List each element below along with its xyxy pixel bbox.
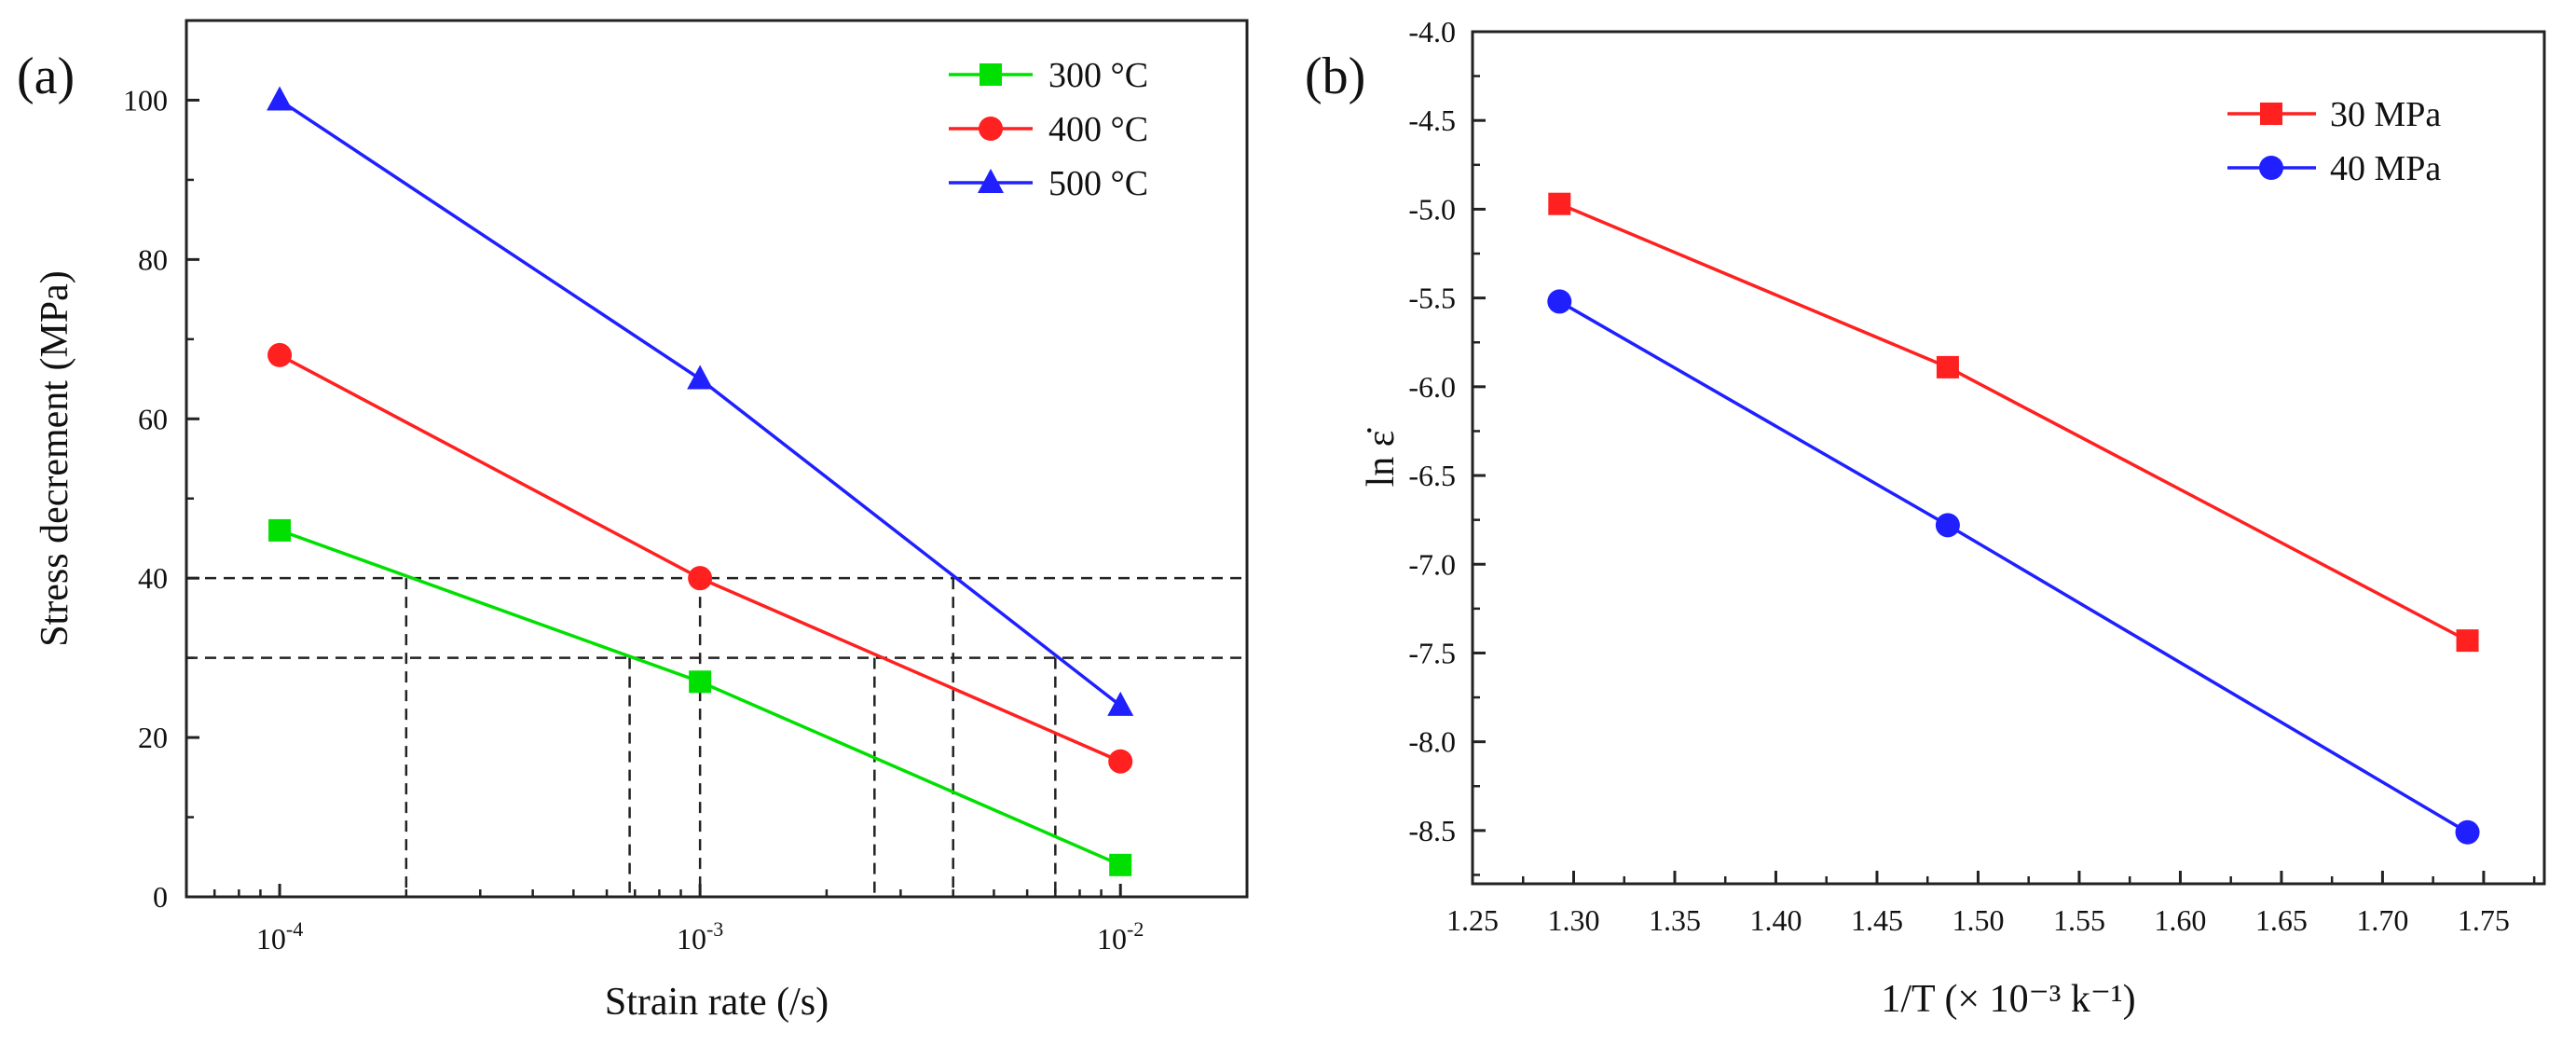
data-point-circle	[2455, 819, 2480, 845]
data-point-circle	[1547, 289, 1572, 314]
data-point-square	[1548, 192, 1571, 215]
legend-label: 40 MPa	[2330, 149, 2441, 188]
y-tick-label-b: -6.0	[1408, 370, 1456, 404]
data-point-square	[1109, 853, 1132, 876]
legend-label: 30 MPa	[2330, 95, 2441, 134]
panel-b-arrhenius-plot: (b) -4.0 -4.5 -5.0 -5.5 -6.0 -6.5 -7.0 -7.5 -8.0…	[1305, 15, 2546, 1021]
y-tick-label-a: 80	[138, 242, 168, 276]
y-tick-label-a: 100	[123, 83, 168, 117]
y-tick-label-b: -7.0	[1408, 547, 1456, 581]
data-point-circle	[1935, 513, 1960, 538]
legend-marker	[978, 169, 1004, 193]
data-point-triangle	[1107, 691, 1134, 716]
y-axis-title-a: Stress decrement (MPa)	[34, 270, 76, 647]
y-tick-label-b: -8.0	[1408, 725, 1456, 759]
legend-marker	[980, 63, 1002, 86]
y-tick-label-b: -4.0	[1408, 15, 1456, 48]
x-tick-label-b: 1.65	[2255, 903, 2308, 937]
legend-marker	[979, 117, 1003, 141]
series-line-circle	[1558, 299, 2469, 834]
x-tick-label-a: 10-2	[1097, 917, 1144, 956]
panel-label-b: (b)	[1305, 48, 1365, 105]
data-point-square	[689, 670, 712, 694]
plot-frame-a	[185, 19, 1249, 899]
legend-label: 500 °C	[1048, 164, 1148, 203]
data-point-square	[2456, 629, 2479, 653]
x-tick-base-a: 10	[256, 922, 286, 956]
x-tick-exponent-a: -4	[286, 917, 303, 941]
legend-marker	[2260, 103, 2282, 125]
x-tick-label-b: 1.40	[1749, 903, 1802, 937]
y-tick-label-b: -7.5	[1408, 636, 1456, 669]
y-axis-title-b: ln ε̇	[1360, 428, 1403, 488]
y-tick-label-a: 60	[138, 402, 168, 435]
data-point-square	[268, 518, 292, 542]
y-tick-label-b: -8.5	[1408, 814, 1456, 847]
y-tick-label-b: -6.5	[1408, 459, 1456, 492]
legend-label: 300 °C	[1048, 56, 1148, 95]
data-point-triangle	[267, 86, 294, 111]
y-tick-label-b: -4.5	[1408, 103, 1456, 137]
x-axis-title-a: Strain rate (/s)	[605, 981, 829, 1024]
y-tick-label-b: -5.0	[1408, 192, 1456, 226]
x-tick-label-b: 1.45	[1851, 903, 1903, 937]
y-tick-label-a: 40	[138, 561, 168, 595]
data-point-circle	[1108, 749, 1133, 774]
x-tick-label-b: 1.75	[2458, 903, 2510, 937]
x-tick-label-b: 1.35	[1649, 903, 1701, 937]
y-tick-label-a: 20	[138, 721, 168, 754]
x-tick-label-b: 1.25	[1446, 903, 1499, 937]
x-tick-label-b: 1.70	[2356, 903, 2408, 937]
x-tick-label-a: 10-4	[256, 917, 303, 956]
data-point-triangle	[687, 365, 714, 390]
y-tick-label-a: 0	[153, 880, 168, 914]
x-tick-exponent-a: -2	[1127, 917, 1144, 941]
x-axis-title-b: 1/T (× 10⁻³ k⁻¹)	[1881, 978, 2135, 1021]
x-tick-label-b: 1.60	[2154, 903, 2206, 937]
panel-label-a: (a)	[17, 48, 75, 105]
x-tick-label-b: 1.30	[1547, 903, 1599, 937]
x-tick-base-a: 10	[677, 922, 706, 956]
x-tick-label-b: 1.55	[2053, 903, 2105, 937]
x-tick-label-a: 10-3	[677, 917, 723, 956]
x-tick-label-b: 1.50	[1952, 903, 2004, 937]
y-tick-label-b: -5.5	[1408, 282, 1456, 315]
legend-marker	[2259, 156, 2283, 180]
x-tick-base-a: 10	[1097, 922, 1127, 956]
data-point-circle	[267, 342, 293, 367]
legend-label: 400 °C	[1048, 110, 1148, 149]
data-point-square	[1936, 355, 1959, 378]
plot-frame-b	[1471, 30, 2546, 886]
x-tick-exponent-a: -3	[706, 917, 723, 941]
series-line-square	[1558, 202, 2469, 642]
data-point-circle	[688, 566, 713, 591]
